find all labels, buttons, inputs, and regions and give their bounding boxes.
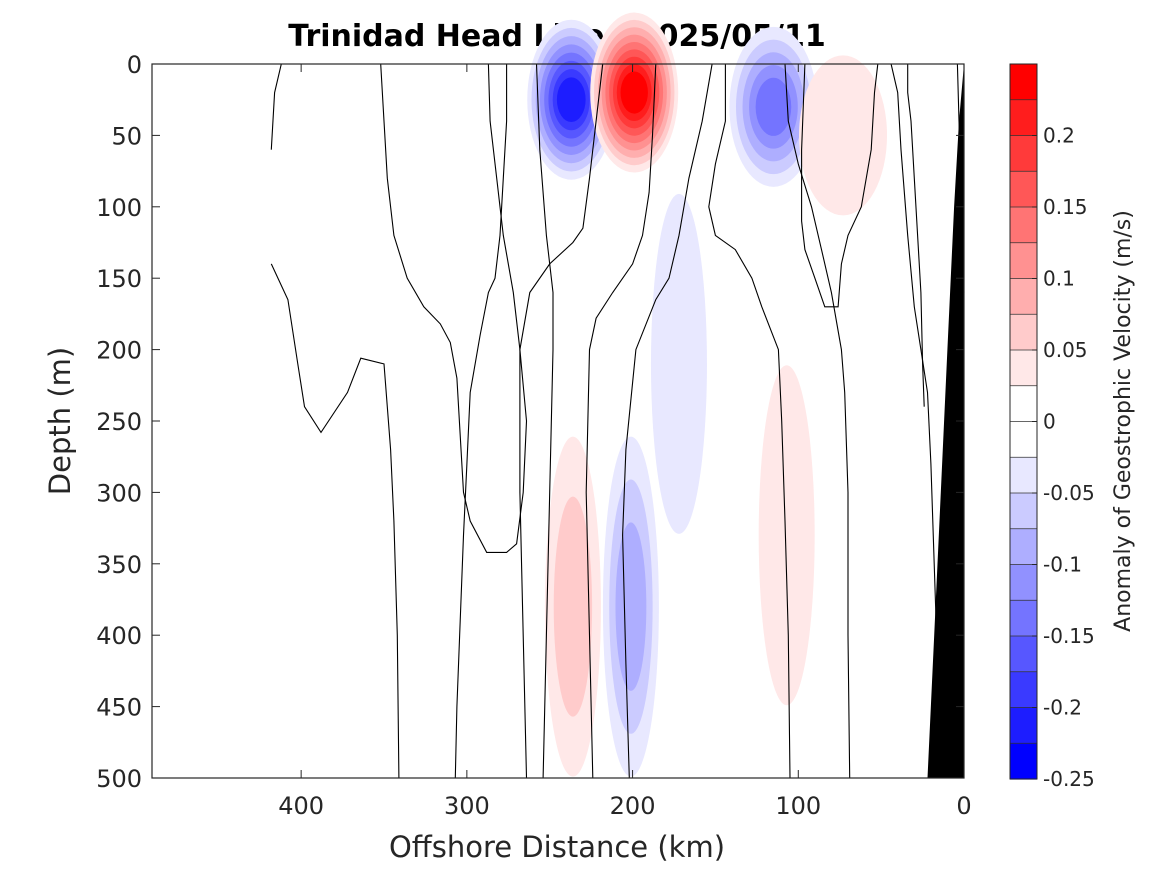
- colorbar-swatch: [1010, 171, 1037, 208]
- colorbar-swatch: [1010, 493, 1037, 530]
- zero-contour-8: [708, 64, 791, 779]
- y-tick-label: 350: [96, 551, 142, 579]
- anomaly-band: [650, 193, 707, 534]
- colorbar-swatch: [1010, 99, 1037, 137]
- zero-contour-2: [380, 63, 528, 553]
- colorbar-swatch: [1010, 421, 1037, 458]
- y-tick-label: 200: [96, 337, 142, 365]
- y-tick-label: 0: [127, 51, 142, 79]
- colorbar-tick-label: -0.1: [1043, 553, 1082, 577]
- x-tick-label: 300: [444, 792, 490, 820]
- anomaly-band: [758, 365, 815, 706]
- colorbar-label: Anomaly of Geostrophic Velocity (m/s): [1111, 210, 1136, 632]
- y-axis-label: Depth (m): [43, 347, 77, 495]
- colorbar-tick-label: 0: [1043, 410, 1056, 434]
- y-tick-label: 450: [96, 694, 142, 722]
- y-tick-label: 150: [96, 265, 142, 293]
- zero-contour-4: [535, 63, 554, 779]
- colorbar-swatch: [1010, 314, 1037, 351]
- colorbar-tick-label: 0.05: [1043, 338, 1088, 362]
- bathymetry: [927, 64, 964, 778]
- colorbar-swatch: [1010, 671, 1037, 709]
- zero-contour-9: [784, 63, 851, 779]
- colorbar-swatch: [1010, 350, 1037, 387]
- zero-contour-0: [270, 63, 282, 150]
- zero-contour-7: [622, 63, 713, 779]
- anomaly-feature-5: [602, 436, 659, 777]
- zero-contour-1: [270, 263, 400, 779]
- x-axis-label: Offshore Distance (km): [389, 830, 725, 864]
- colorbar-swatch: [1010, 528, 1037, 566]
- x-tick-label: 100: [775, 792, 821, 820]
- anomaly-band: [620, 71, 648, 114]
- colorbar-swatch: [1010, 600, 1037, 637]
- colorbar-swatch: [1010, 278, 1037, 315]
- colorbar-swatch: [1010, 385, 1037, 423]
- anomaly-band: [755, 77, 792, 136]
- anomaly-feature-7: [758, 365, 815, 706]
- axes: 400 300 200 100 0 0 50 100 150 200 250 300 350 400 450…: [96, 51, 971, 820]
- anomaly-feature-2: [729, 26, 818, 187]
- colorbar: 0.2 0.15 0.1 0.05 0 -0.05 -0.1 -0.15 -0.2 -0.25: [1009, 63, 1095, 791]
- colorbar-swatch: [1010, 135, 1037, 172]
- colorbar-tick-label: -0.15: [1043, 624, 1095, 648]
- anomaly-band: [553, 496, 593, 717]
- y-tick-label: 250: [96, 408, 142, 436]
- zero-contour-12: [907, 64, 925, 407]
- y-tick-label: 100: [96, 194, 142, 222]
- colorbar-tick-label: 0.2: [1043, 124, 1075, 148]
- x-tick-label: 200: [610, 792, 656, 820]
- colorbar-tick-label: 0.1: [1043, 267, 1075, 291]
- anomaly-feature-6: [650, 193, 707, 534]
- y-tick-label: 50: [111, 122, 142, 150]
- anomaly-feature-1: [590, 12, 679, 173]
- colorbar-swatch: [1010, 207, 1037, 244]
- colorbar-swatch: [1010, 457, 1037, 494]
- anomaly-band: [799, 55, 888, 216]
- colorbar-swatch: [1010, 564, 1037, 601]
- colorbar-swatch: [1010, 242, 1037, 280]
- y-tick-label: 500: [96, 765, 142, 793]
- y-tick-label: 300: [96, 479, 142, 507]
- colorbar-swatch: [1010, 743, 1037, 780]
- colorbar-tick-label: -0.05: [1043, 481, 1095, 505]
- zero-contour-10: [801, 63, 879, 308]
- zero-contour-5: [519, 63, 604, 779]
- x-tick-label: 0: [956, 792, 971, 820]
- plot-area: [270, 12, 965, 779]
- anomaly-feature-4: [544, 436, 601, 777]
- zero-contour-3: [454, 64, 508, 779]
- colorbar-swatch: [1010, 64, 1037, 101]
- anomaly-band: [615, 522, 647, 691]
- zero-contour-11: [890, 63, 940, 779]
- x-tick-label: 400: [278, 792, 324, 820]
- zero-contour-6: [585, 63, 657, 779]
- anomaly-band: [556, 77, 586, 123]
- anomaly-feature-3: [799, 55, 888, 216]
- colorbar-swatch: [1010, 707, 1037, 744]
- colorbar-tick-label: -0.25: [1043, 767, 1095, 791]
- y-tick-label: 400: [96, 622, 142, 650]
- colorbar-tick-label: 0.15: [1043, 195, 1088, 219]
- colorbar-tick-label: -0.2: [1043, 696, 1082, 720]
- colorbar-swatch: [1010, 636, 1037, 673]
